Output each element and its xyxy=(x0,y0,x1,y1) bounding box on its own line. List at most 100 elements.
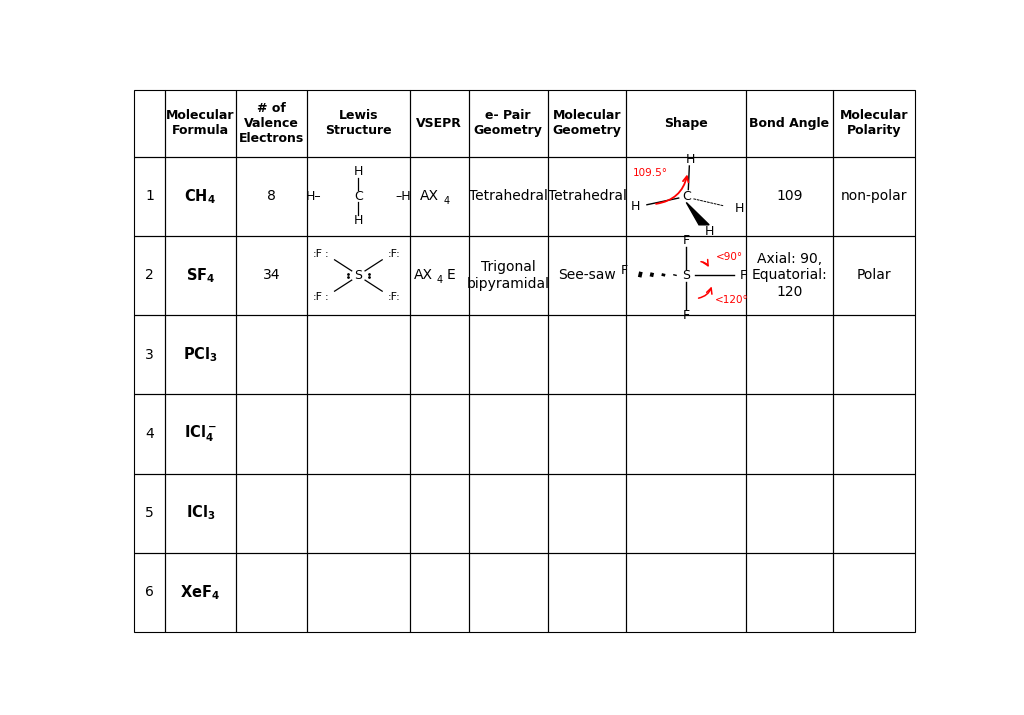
Text: 6: 6 xyxy=(145,586,154,599)
Bar xyxy=(134,315,165,394)
Bar xyxy=(469,315,548,394)
Bar xyxy=(627,236,746,315)
Bar xyxy=(134,236,165,315)
Bar xyxy=(746,315,833,394)
Bar xyxy=(833,473,915,553)
Text: H: H xyxy=(353,165,364,178)
Text: <120°: <120° xyxy=(715,295,749,305)
Text: VSEPR: VSEPR xyxy=(416,117,462,130)
Text: F: F xyxy=(621,264,628,277)
Bar xyxy=(833,553,915,632)
Bar xyxy=(548,394,627,473)
Text: Polar: Polar xyxy=(857,269,891,282)
Bar xyxy=(627,553,746,632)
Text: non-polar: non-polar xyxy=(841,189,907,203)
Bar xyxy=(134,90,165,157)
Bar xyxy=(833,236,915,315)
Text: AX: AX xyxy=(420,189,439,203)
Bar xyxy=(236,157,307,236)
Text: H–: H– xyxy=(306,189,322,203)
Text: Tetrahedral: Tetrahedral xyxy=(469,189,548,203)
Bar xyxy=(746,157,833,236)
Text: 2: 2 xyxy=(145,269,154,282)
Bar xyxy=(165,473,236,553)
Bar xyxy=(410,157,469,236)
Bar xyxy=(165,236,236,315)
Text: $\mathbf{SF_4}$: $\mathbf{SF_4}$ xyxy=(185,266,215,285)
Bar xyxy=(410,473,469,553)
Bar xyxy=(469,236,548,315)
Bar xyxy=(307,157,410,236)
Text: 5: 5 xyxy=(145,506,154,520)
Text: 109: 109 xyxy=(776,189,803,203)
Text: 34: 34 xyxy=(263,269,281,282)
Bar xyxy=(469,157,548,236)
Text: H: H xyxy=(735,202,744,215)
Text: S: S xyxy=(682,269,690,282)
Text: 4: 4 xyxy=(145,427,154,441)
Bar xyxy=(307,394,410,473)
Bar xyxy=(307,473,410,553)
Text: Molecular
Formula: Molecular Formula xyxy=(166,109,234,137)
Text: Axial: 90,
Equatorial:
120: Axial: 90, Equatorial: 120 xyxy=(752,252,827,299)
Bar xyxy=(134,157,165,236)
Text: H: H xyxy=(685,153,695,166)
Bar xyxy=(307,553,410,632)
Bar xyxy=(134,473,165,553)
Bar xyxy=(833,90,915,157)
Text: :F:: :F: xyxy=(388,249,400,259)
Bar xyxy=(548,157,627,236)
Text: H: H xyxy=(631,200,640,213)
Bar xyxy=(746,90,833,157)
Bar xyxy=(469,473,548,553)
Text: :: : xyxy=(325,249,328,259)
Text: S: S xyxy=(354,269,362,282)
Bar xyxy=(469,394,548,473)
Bar xyxy=(165,394,236,473)
Text: H: H xyxy=(705,225,714,238)
Text: 4: 4 xyxy=(443,196,450,206)
Text: Molecular
Polarity: Molecular Polarity xyxy=(840,109,908,137)
Text: :F:: :F: xyxy=(388,292,400,302)
Bar xyxy=(627,157,746,236)
Bar xyxy=(410,394,469,473)
Bar xyxy=(746,394,833,473)
Text: –H: –H xyxy=(395,189,411,203)
Text: E: E xyxy=(447,269,456,282)
Bar xyxy=(236,473,307,553)
Bar xyxy=(165,90,236,157)
Bar xyxy=(165,315,236,394)
Text: F: F xyxy=(683,309,690,322)
Text: $\mathbf{XeF_4}$: $\mathbf{XeF_4}$ xyxy=(180,583,220,602)
Bar xyxy=(469,90,548,157)
Bar xyxy=(746,236,833,315)
Text: Tetrahedral: Tetrahedral xyxy=(548,189,627,203)
Bar xyxy=(165,157,236,236)
Text: F: F xyxy=(683,235,690,247)
Bar xyxy=(410,236,469,315)
Text: :F: :F xyxy=(312,249,323,259)
Bar xyxy=(307,90,410,157)
Bar xyxy=(746,553,833,632)
Text: 1: 1 xyxy=(145,189,154,203)
Bar xyxy=(307,315,410,394)
Bar xyxy=(307,236,410,315)
Bar xyxy=(746,473,833,553)
Text: Bond Angle: Bond Angle xyxy=(750,117,829,130)
Bar xyxy=(410,90,469,157)
Bar xyxy=(410,553,469,632)
Bar xyxy=(627,90,746,157)
Bar xyxy=(469,553,548,632)
Bar xyxy=(236,315,307,394)
Text: <90°: <90° xyxy=(716,252,742,262)
Bar xyxy=(548,473,627,553)
Text: Trigonal
bipyramidal: Trigonal bipyramidal xyxy=(467,260,550,290)
Text: e- Pair
Geometry: e- Pair Geometry xyxy=(474,109,543,137)
Bar xyxy=(627,315,746,394)
Text: F: F xyxy=(740,269,746,282)
Text: $\mathbf{ICl_4^-}$: $\mathbf{ICl_4^-}$ xyxy=(184,424,217,444)
Bar xyxy=(236,553,307,632)
Text: $\mathbf{CH_4}$: $\mathbf{CH_4}$ xyxy=(184,187,216,206)
Text: # of
Valence
Electrons: # of Valence Electrons xyxy=(239,102,304,145)
Text: Molecular
Geometry: Molecular Geometry xyxy=(553,109,622,137)
